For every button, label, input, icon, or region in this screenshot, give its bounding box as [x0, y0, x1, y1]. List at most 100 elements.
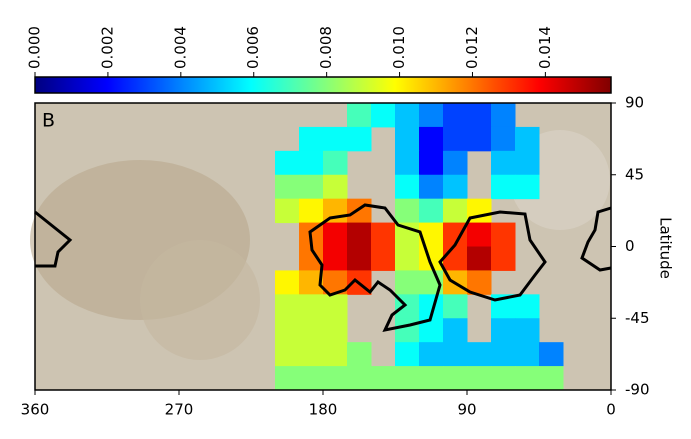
cell — [467, 222, 492, 247]
colorbar-tick-label: 0.014 — [536, 26, 554, 69]
cell — [347, 222, 372, 247]
cell — [491, 150, 516, 176]
colorbar-tick-label: 0.000 — [26, 26, 44, 69]
cell — [299, 294, 324, 319]
cell — [491, 103, 516, 128]
cell — [419, 342, 444, 367]
cell — [467, 342, 492, 367]
cell — [347, 103, 372, 128]
cell — [395, 318, 420, 343]
cell — [371, 222, 396, 247]
cell — [443, 342, 468, 367]
cell — [443, 246, 468, 271]
cell — [323, 126, 348, 152]
cell — [443, 174, 468, 200]
colorbar — [34, 76, 612, 94]
cell — [419, 366, 444, 391]
cell — [347, 246, 372, 271]
cell — [395, 246, 420, 271]
cell — [371, 246, 396, 271]
cell — [395, 103, 420, 128]
cell — [323, 318, 348, 343]
panel-label: B — [42, 110, 55, 132]
cell — [395, 150, 420, 176]
cell — [515, 366, 540, 391]
cell — [515, 126, 540, 152]
colorbar-tick-label: 0.010 — [390, 26, 408, 69]
cell — [347, 126, 372, 152]
cell — [419, 174, 444, 200]
cell — [347, 198, 372, 224]
x-tick-label: 90 — [457, 401, 476, 419]
cell — [395, 342, 420, 367]
cell — [299, 126, 324, 152]
cell — [299, 198, 324, 224]
cell — [323, 150, 348, 176]
cell — [467, 103, 492, 128]
cell — [491, 222, 516, 247]
cell — [275, 318, 300, 343]
cell — [275, 366, 300, 391]
y-tick-label: -45 — [625, 309, 650, 327]
y-tick-label: 90 — [625, 94, 644, 112]
x-tick-label: 270 — [165, 401, 194, 419]
cell — [323, 246, 348, 271]
cell — [347, 366, 372, 391]
cell — [275, 198, 300, 224]
cell — [419, 126, 444, 152]
cell — [491, 126, 516, 152]
cell — [515, 174, 540, 200]
cell — [299, 366, 324, 391]
cell — [515, 150, 540, 176]
cell — [443, 366, 468, 391]
cell — [299, 150, 324, 176]
cell — [323, 342, 348, 367]
y-tick-label: 45 — [625, 165, 644, 183]
cell — [467, 126, 492, 152]
x-tick-label: 0 — [606, 401, 616, 419]
cell — [491, 342, 516, 367]
cell — [371, 103, 396, 128]
cell — [299, 342, 324, 367]
x-tick-label: 180 — [309, 401, 338, 419]
cell — [515, 318, 540, 343]
cell — [419, 198, 444, 224]
cell — [419, 150, 444, 176]
cell — [467, 246, 492, 271]
cell — [371, 366, 396, 391]
cell — [443, 318, 468, 343]
y-axis-label: Latitude — [657, 217, 675, 279]
cell — [395, 270, 420, 295]
colorbar-tick-label: 0.004 — [171, 26, 189, 69]
cell — [323, 174, 348, 200]
x-tick-label: 360 — [21, 401, 50, 419]
cell — [443, 103, 468, 128]
cell — [467, 270, 492, 295]
cell — [323, 366, 348, 391]
cell — [491, 318, 516, 343]
y-tick-label: -90 — [625, 381, 650, 399]
colorbar-tick-label: 0.002 — [98, 26, 116, 69]
cell — [491, 246, 516, 271]
cell — [539, 342, 564, 367]
cell — [299, 318, 324, 343]
cell — [491, 366, 516, 391]
cell — [395, 174, 420, 200]
cell — [443, 198, 468, 224]
cell — [515, 342, 540, 367]
cell — [443, 294, 468, 319]
cell — [515, 294, 540, 319]
cell — [323, 294, 348, 319]
colorbar-tick-label: 0.006 — [244, 26, 262, 69]
cell — [491, 174, 516, 200]
cell — [275, 270, 300, 295]
cell — [395, 366, 420, 391]
outline — [34, 203, 612, 333]
cell — [323, 222, 348, 247]
cell — [275, 342, 300, 367]
cell — [275, 174, 300, 200]
cell — [419, 103, 444, 128]
colorbar-tick-label: 0.012 — [463, 26, 481, 69]
cell — [347, 342, 372, 367]
